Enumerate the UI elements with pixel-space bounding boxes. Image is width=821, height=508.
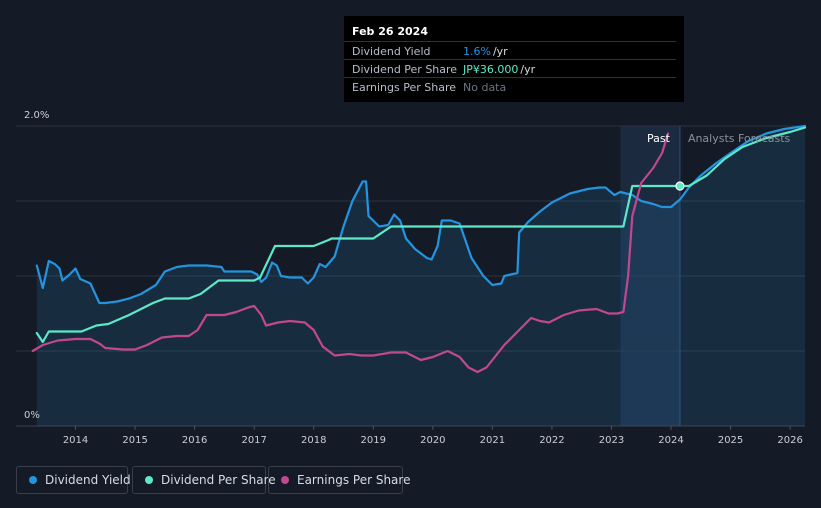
legend-dot-icon — [145, 476, 153, 484]
past-label: Past — [647, 132, 671, 145]
x-tick-label: 2019 — [361, 435, 386, 446]
x-tick-label: 2018 — [301, 435, 326, 446]
x-tick-label: 2023 — [599, 435, 624, 446]
tooltip-label: Dividend Per Share — [352, 63, 458, 76]
legend-dividend-yield[interactable]: Dividend Yield — [16, 466, 131, 494]
tooltip-row-earnings-per-share: Earnings Per Share No data — [344, 77, 676, 96]
hover-point-marker — [675, 181, 685, 191]
tooltip-row-dividend-per-share: Dividend Per Share JP¥36.000/yr — [344, 59, 676, 78]
tooltip-value: No data — [463, 81, 507, 94]
legend-label: Earnings Per Share — [297, 473, 411, 487]
tooltip-label: Dividend Yield — [352, 45, 431, 58]
legend-dividend-per-share[interactable]: Dividend Per Share — [132, 466, 276, 494]
series-line-earnings-per-share — [31, 132, 670, 374]
tooltip-row-dividend-yield: Dividend Yield 1.6%/yr — [344, 41, 676, 60]
legend-dot-icon — [281, 476, 289, 484]
x-tick-label: 2014 — [63, 435, 88, 446]
legend-earnings-per-share[interactable]: Earnings Per Share — [268, 466, 410, 494]
tooltip-value: 1.6%/yr — [463, 45, 508, 58]
x-tick-label: 2021 — [480, 435, 505, 446]
x-tick-label: 2017 — [241, 435, 266, 446]
x-tick-label: 2026 — [777, 435, 802, 446]
y-axis-label-top: 2.0% — [24, 110, 49, 121]
x-tick-label: 2024 — [658, 435, 683, 446]
legend-dot-icon — [29, 476, 37, 484]
forecast-label: Analysts Forecasts — [688, 132, 791, 145]
tooltip: Feb 26 2024 Dividend Yield 1.6%/yr Divid… — [344, 16, 684, 102]
chart-canvas: Past Analysts Forecasts 2.0% 0% 2014 2015 2016… — [16, 110, 807, 446]
tooltip-date: Feb 26 2024 — [352, 25, 428, 38]
series-area-dividend-yield — [36, 126, 806, 426]
series-line-dividend-yield — [35, 124, 807, 305]
tooltip-label: Earnings Per Share — [352, 81, 457, 94]
x-tick-label: 2025 — [718, 435, 743, 446]
tooltip-value: JP¥36.000/yr — [463, 63, 536, 76]
x-tick-label: 2016 — [182, 435, 207, 446]
series-line-dividend-per-share — [35, 126, 807, 344]
legend-label: Dividend Yield — [45, 473, 131, 487]
legend-label: Dividend Per Share — [161, 473, 276, 487]
x-tick-label: 2022 — [539, 435, 564, 446]
y-axis-label-bottom: 0% — [24, 410, 40, 421]
x-tick-label: 2015 — [122, 435, 147, 446]
x-tick-label: 2020 — [420, 435, 445, 446]
